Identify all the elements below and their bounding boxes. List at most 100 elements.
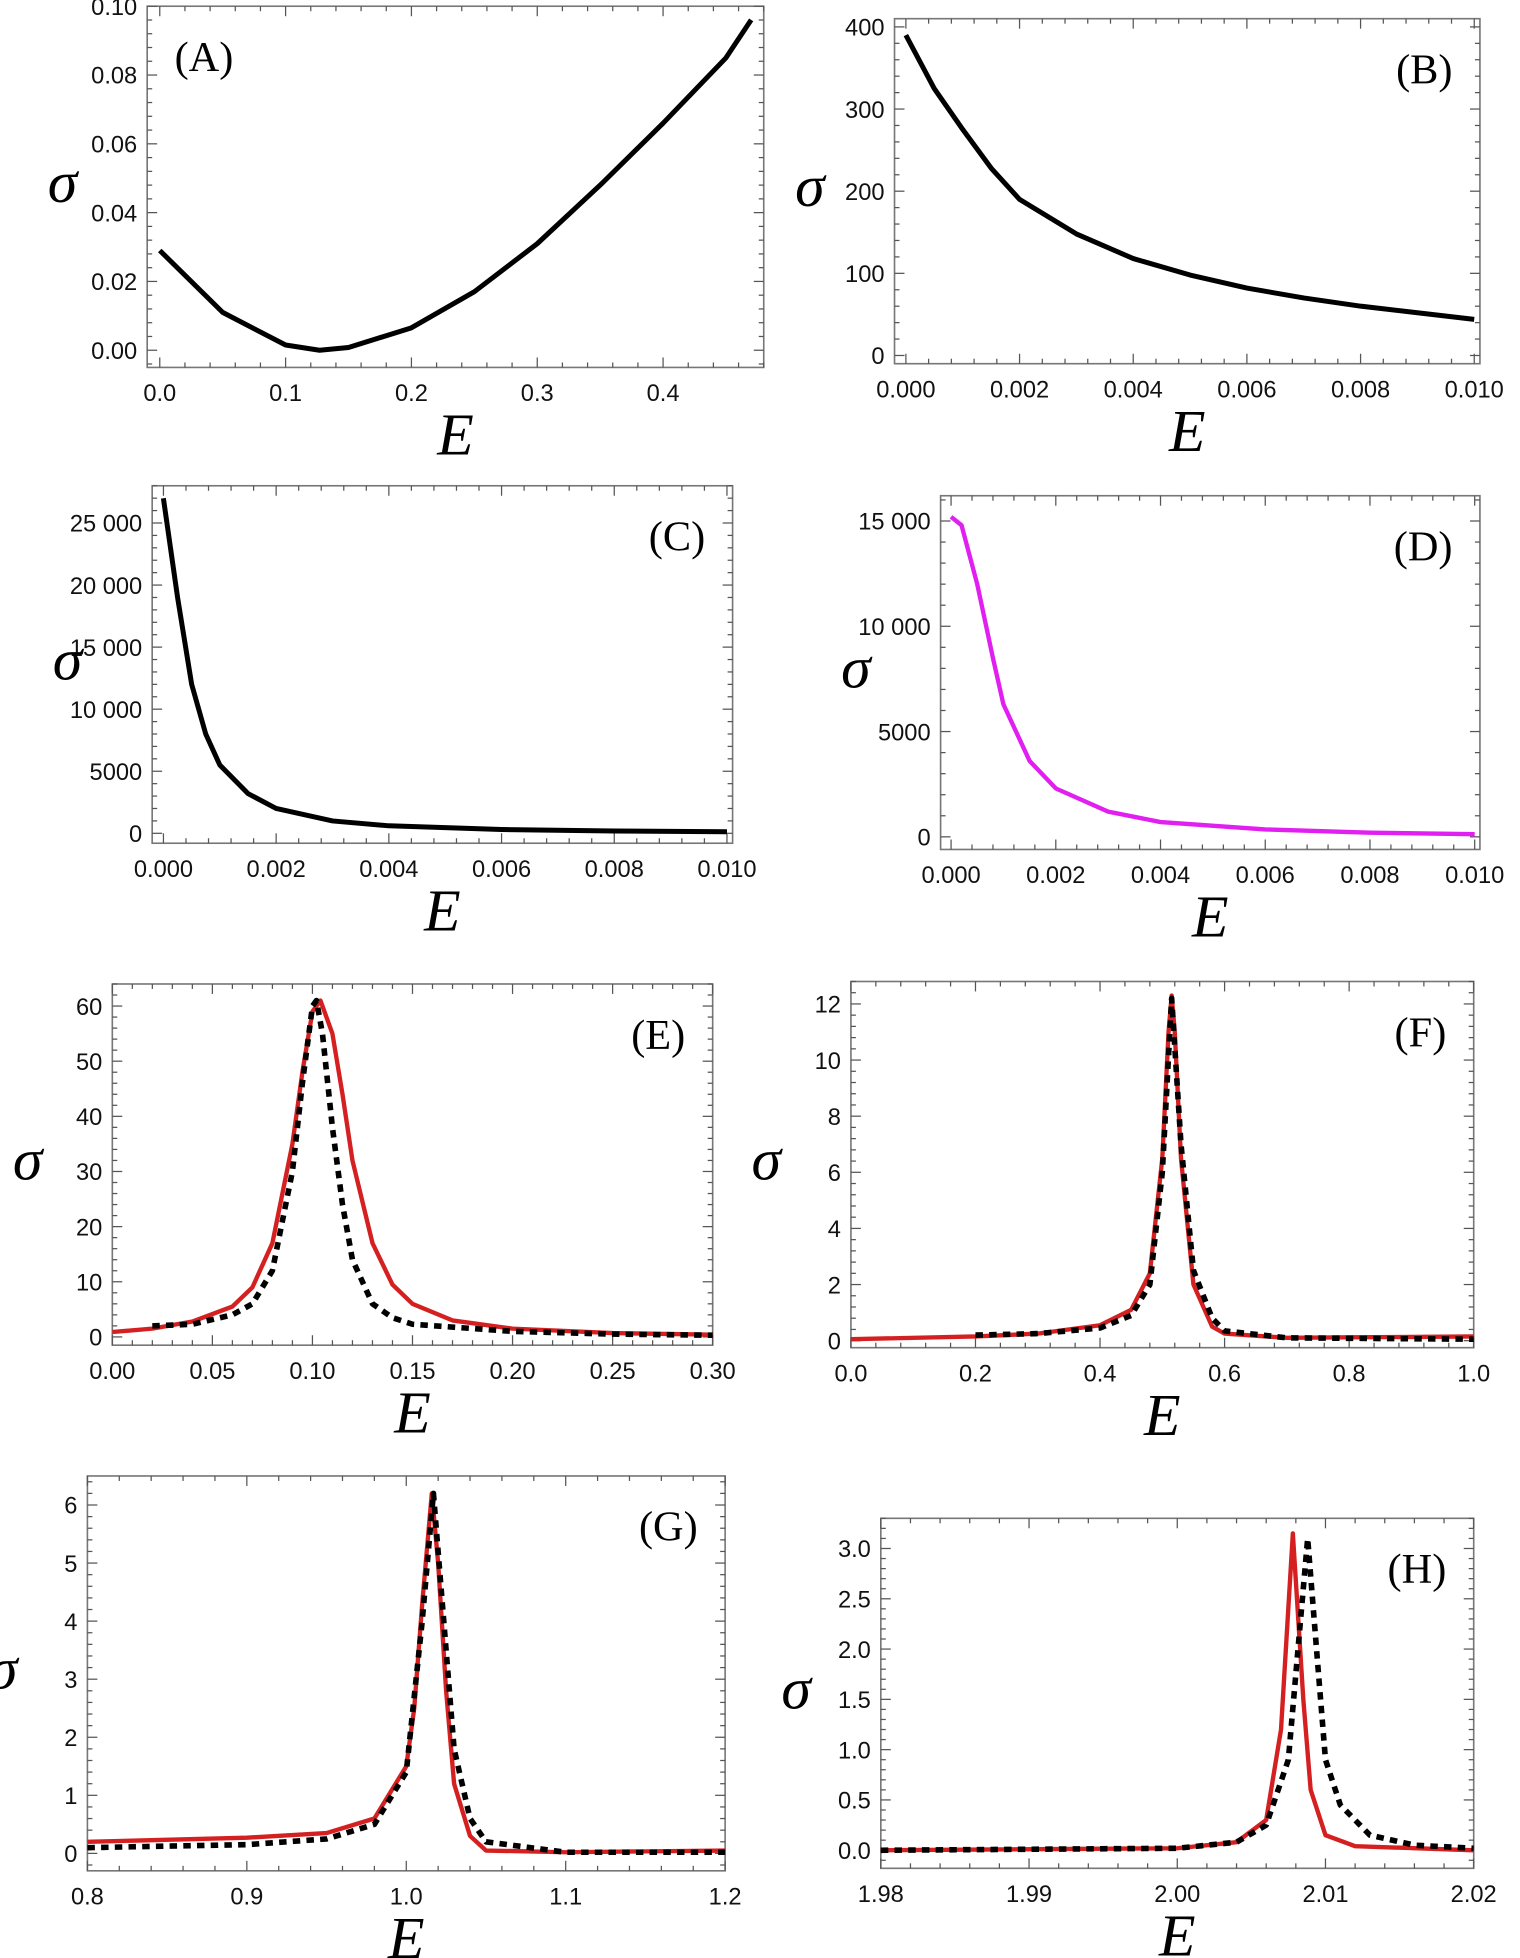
- x-tick-label: 0.15: [389, 1359, 435, 1385]
- y-axis-label: σ: [751, 1127, 783, 1193]
- x-tick-label: 0.008: [1340, 863, 1399, 889]
- y-tick-label: 0: [129, 822, 142, 848]
- plot-frame: [850, 980, 1475, 1349]
- x-tick-label: 2.00: [1154, 1882, 1200, 1908]
- y-tick-label: 0: [917, 826, 930, 852]
- y-tick-label: 30: [76, 1160, 102, 1186]
- x-tick-label: 0.25: [590, 1359, 636, 1385]
- x-tick-label: 0.004: [1104, 377, 1163, 403]
- x-tick-label: 0.4: [647, 381, 680, 407]
- x-tick-label: 0.006: [1236, 863, 1295, 889]
- plot-frame: [151, 484, 734, 845]
- x-tick-label: 1.0: [1457, 1361, 1490, 1387]
- panel-label: (D): [1394, 523, 1453, 570]
- x-tick-label: 0.010: [697, 857, 756, 883]
- plot-frame: [86, 1475, 726, 1872]
- y-tick-label: 12: [815, 993, 841, 1019]
- x-tick-label: 2.01: [1302, 1882, 1348, 1908]
- panel-a: 0.0 0.1 0.2 0.3 0.4 0.00 0.02 0.04 0.06 0.08 0.10 E…: [48, 0, 765, 468]
- y-tick-label: 50: [76, 1050, 102, 1076]
- solid-series-line: [160, 497, 728, 835]
- solid-series-line: [87, 1491, 726, 1855]
- x-tick-label: 0.008: [1331, 377, 1390, 403]
- y-tick-label: 1: [64, 1784, 77, 1810]
- x-tick-label: 0.000: [134, 857, 193, 883]
- y-tick-label: 3.0: [838, 1537, 871, 1563]
- plot-frame: [939, 494, 1481, 851]
- y-tick-label: 10 000: [858, 615, 930, 641]
- y-tick-label: 2.5: [838, 1588, 871, 1614]
- x-tick-label: 0.2: [395, 381, 428, 407]
- plot-frame: [880, 1517, 1475, 1870]
- x-tick-label: 0.4: [1084, 1361, 1117, 1387]
- x-axis-label: E: [393, 1379, 431, 1445]
- y-tick-label: 400: [845, 16, 884, 42]
- y-tick-label: 0.5: [838, 1789, 871, 1815]
- y-tick-label: 60: [76, 995, 102, 1021]
- y-tick-label: 0.08: [91, 64, 137, 90]
- y-axis-label: σ: [841, 635, 873, 701]
- y-tick-label: 20: [76, 1215, 102, 1241]
- y-axis-label: σ: [48, 149, 80, 215]
- y-tick-label: 25 000: [70, 512, 142, 538]
- x-tick-label: 0.000: [876, 377, 935, 403]
- y-tick-label: 1.0: [838, 1738, 871, 1764]
- x-tick-label: 1.99: [1006, 1882, 1052, 1908]
- y-tick-label: 6: [64, 1494, 77, 1520]
- solid-series-line: [158, 18, 754, 353]
- x-tick-label: 0.6: [1208, 1361, 1241, 1387]
- panel-g: 0.8 0.9 1.0 1.1 1.2 0 1 2 3 4 5 6 Eσ (G): [0, 1475, 742, 1958]
- plot-frame: [146, 5, 765, 369]
- x-tick-label: 0.8: [1333, 1361, 1366, 1387]
- panel-label: (A): [175, 34, 234, 81]
- x-tick-label: 0.3: [521, 381, 554, 407]
- x-tick-label: 0.10: [289, 1359, 335, 1385]
- plot-frame: [111, 983, 714, 1347]
- x-tick-label: 1.0: [390, 1884, 423, 1910]
- y-tick-label: 0.00: [91, 339, 137, 365]
- y-axis-label: σ: [781, 1655, 813, 1721]
- y-tick-label: 8: [828, 1105, 841, 1131]
- x-tick-label: 0.20: [490, 1359, 536, 1385]
- y-tick-label: 0.02: [91, 270, 137, 296]
- solid-series-line: [112, 998, 713, 1337]
- dashed-series-line: [152, 997, 713, 1339]
- x-tick-label: 1.1: [549, 1884, 582, 1910]
- x-tick-label: 0.004: [359, 857, 418, 883]
- solid-series-line: [949, 515, 1475, 837]
- y-tick-label: 0.06: [91, 133, 137, 159]
- y-tick-label: 100: [845, 262, 884, 288]
- y-tick-label: 15 000: [858, 510, 930, 536]
- y-tick-label: 15 000: [70, 636, 142, 662]
- x-axis-label: E: [1158, 1903, 1196, 1958]
- y-tick-label: 4: [64, 1610, 77, 1636]
- y-tick-label: 5: [64, 1552, 77, 1578]
- x-tick-label: 2.02: [1451, 1882, 1497, 1908]
- x-tick-label: 0.002: [990, 377, 1049, 403]
- x-tick-label: 1.2: [709, 1884, 742, 1910]
- y-tick-label: 1.5: [838, 1688, 871, 1714]
- x-tick-label: 0.0: [143, 381, 176, 407]
- x-tick-label: 0.00: [89, 1359, 135, 1385]
- x-tick-label: 0.002: [1026, 863, 1085, 889]
- y-tick-label: 200: [845, 180, 884, 206]
- y-tick-label: 0.0: [838, 1839, 871, 1865]
- y-tick-label: 0: [89, 1326, 102, 1352]
- dashed-series-line: [880, 1535, 1474, 1854]
- panel-label: (F): [1395, 1009, 1447, 1056]
- x-tick-label: 0.002: [247, 857, 306, 883]
- y-tick-label: 3: [64, 1668, 77, 1694]
- solid-series-line: [903, 33, 1475, 322]
- panel-h: 1.98 1.99 2.00 2.01 2.02 0.0 0.5 1.0 1.5 2.0 2.5 3.…: [781, 1517, 1497, 1958]
- x-tick-label: 0.006: [1217, 377, 1276, 403]
- x-tick-label: 0.006: [472, 857, 531, 883]
- x-tick-label: 0.1: [269, 381, 302, 407]
- y-tick-label: 0.10: [91, 0, 137, 21]
- y-tick-label: 40: [76, 1105, 102, 1131]
- y-tick-label: 2.0: [838, 1638, 871, 1664]
- x-tick-label: 0.000: [921, 863, 980, 889]
- panel-b: 0.000 0.002 0.004 0.006 0.008 0.010 0 100 200 300…: [795, 16, 1504, 464]
- y-axis-label: σ: [0, 1635, 20, 1701]
- panel-c: 0.000 0.002 0.004 0.006 0.008 0.010 0 5000 10 00…: [53, 484, 757, 943]
